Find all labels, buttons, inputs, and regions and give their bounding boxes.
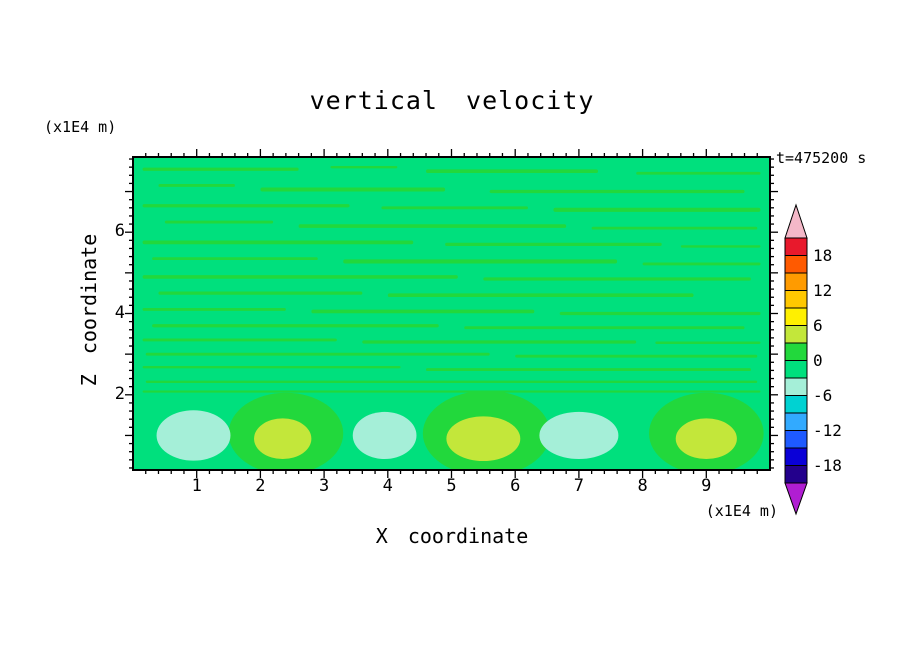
colorbar-segment <box>784 412 808 431</box>
x-tick-label: 8 <box>637 476 648 496</box>
streak-contour <box>426 368 751 372</box>
y-tick-label: 2 <box>114 383 125 404</box>
streak-contour <box>152 324 439 328</box>
x-tick-label: 9 <box>701 476 712 496</box>
colorbar-segment <box>784 342 808 361</box>
colorbar-tick-label: 6 <box>813 315 823 335</box>
streak-contour <box>142 204 350 208</box>
streak-contour <box>311 309 535 314</box>
updraft-core <box>254 418 312 460</box>
colorbar-segment <box>784 360 808 379</box>
colorbar-segment <box>784 430 808 449</box>
streak-contour <box>142 390 761 393</box>
streak-contour <box>343 259 618 264</box>
colorbar-arrow-top <box>784 203 808 239</box>
y-tick-label: 6 <box>114 221 125 242</box>
axis-ticks <box>125 149 778 478</box>
downdraft-cell <box>156 410 231 461</box>
streak-contour <box>142 240 414 245</box>
streak-contour <box>445 242 662 247</box>
colorbar-segment <box>784 447 808 466</box>
time-annotation: t=475200 s <box>776 149 867 167</box>
streak-contour <box>164 220 274 224</box>
x-tick-label: 7 <box>573 476 585 496</box>
x-axis-title: X coordinate <box>375 524 529 548</box>
x-tick-label: 3 <box>318 476 330 496</box>
streak-contour <box>426 169 599 174</box>
x-tick-label: 5 <box>446 476 457 496</box>
y-tick-label: 4 <box>114 302 125 323</box>
colorbar-tick-label: 12 <box>813 280 833 300</box>
colorbar-segment <box>784 307 808 326</box>
streak-contour <box>591 226 758 230</box>
colorbar <box>784 203 808 516</box>
streak-contour <box>655 341 761 344</box>
streak-contour <box>515 354 758 358</box>
streak-contour <box>142 167 299 171</box>
colorbar-segment <box>784 237 808 256</box>
streak-contour <box>489 189 745 194</box>
x-tick-label: 4 <box>382 476 393 496</box>
streak-contour <box>298 224 567 228</box>
streak-contour <box>145 380 758 384</box>
velocity-field <box>133 157 770 470</box>
colorbar-segment <box>784 465 808 484</box>
colorbar-tick-label: -18 <box>813 455 842 475</box>
colorbar-arrow-bottom <box>784 482 808 516</box>
streak-contour <box>142 275 458 279</box>
colorbar-segment <box>784 272 808 291</box>
colorbar-tick-label: -12 <box>813 420 842 440</box>
streak-contour <box>559 311 761 316</box>
streak-contour <box>680 245 761 248</box>
streak-contour <box>483 277 751 281</box>
streak-contour <box>362 340 637 344</box>
colorbar-segment <box>784 255 808 274</box>
streak-contour <box>381 206 528 210</box>
x-tick-label: 1 <box>191 476 202 496</box>
colorbar-segment <box>784 290 808 309</box>
x-axis-unit-label: (x1E4 m) <box>705 502 778 520</box>
streak-contour <box>642 262 761 266</box>
streak-contour <box>142 338 337 342</box>
colorbar-tick-label: -6 <box>813 385 833 405</box>
updraft-core <box>675 418 737 460</box>
streak-contour <box>145 352 490 356</box>
chart-title: vertical velocity <box>309 86 595 115</box>
y-axis-unit-label: (x1E4 m) <box>44 118 117 136</box>
streak-contour <box>142 308 286 311</box>
x-tick-label: 6 <box>510 476 521 496</box>
colorbar-tick-label: 18 <box>813 245 833 265</box>
streak-contour <box>387 293 694 298</box>
downdraft-cell <box>539 411 619 460</box>
streak-contour <box>553 207 761 212</box>
downdraft-cell <box>352 411 417 460</box>
streak-contour <box>260 187 446 192</box>
streak-contour <box>158 184 235 187</box>
colorbar-tick-label: 0 <box>813 350 823 370</box>
streak-contour <box>158 291 363 295</box>
streak-contour <box>464 326 745 330</box>
colorbar-segment <box>784 377 808 396</box>
streak-contour <box>152 257 318 261</box>
streak-contour <box>142 365 401 369</box>
colorbar-segment <box>784 395 808 414</box>
streak-contour <box>636 171 761 175</box>
updraft-core <box>446 416 521 462</box>
x-tick-label: 2 <box>255 476 266 496</box>
colorbar-segment <box>784 325 808 344</box>
streak-contour <box>330 165 398 169</box>
